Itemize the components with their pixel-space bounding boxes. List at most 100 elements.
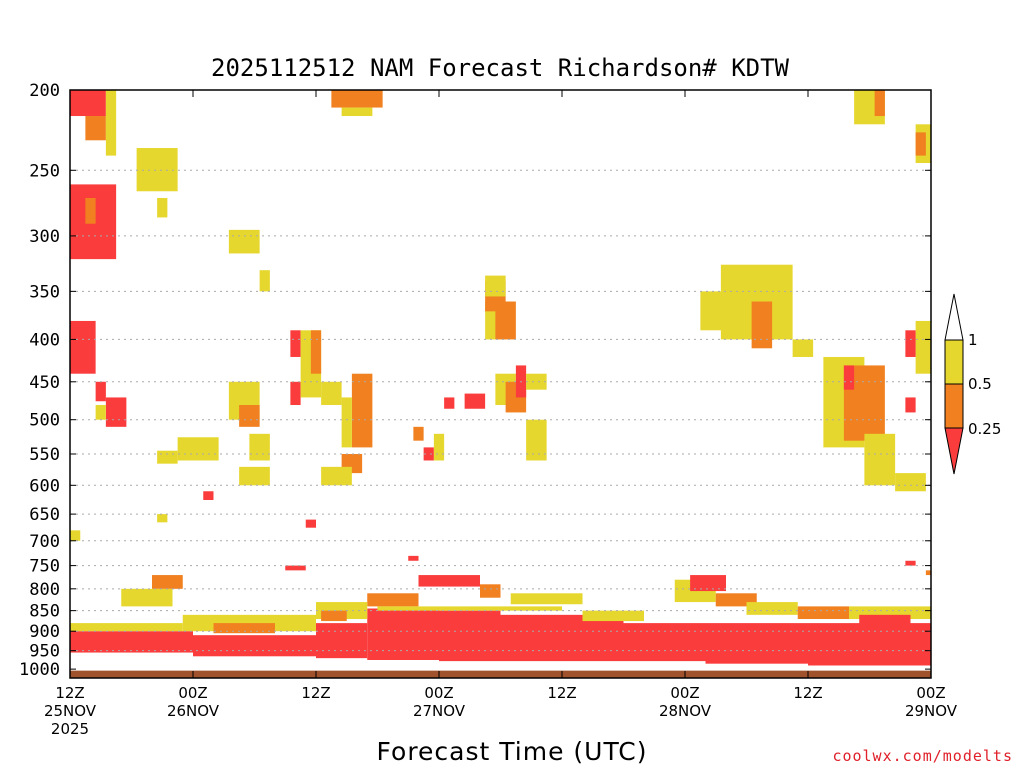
ri-cell-90 <box>121 588 173 607</box>
ri-cell-6 <box>157 197 168 218</box>
x-tick-label-7-1: 29NOV <box>905 702 958 720</box>
plot-frame <box>69 89 932 679</box>
y-tick-label-750: 750 <box>29 557 60 577</box>
ri-cell-47 <box>792 339 814 357</box>
ri-cell-53 <box>874 90 885 117</box>
x-tick-label-0-1: 25NOV <box>44 702 97 720</box>
ri-cell-8 <box>95 381 106 402</box>
ri-cell-66 <box>285 565 306 571</box>
ri-cell-59 <box>895 473 926 492</box>
y-tick-label-550: 550 <box>29 445 60 465</box>
ri-cell-43 <box>485 275 506 297</box>
ri-cell-22 <box>310 330 322 374</box>
x-tick-label-1-0: 00Z <box>178 684 207 702</box>
ri-cell-72 <box>439 610 501 662</box>
ri-cell-74 <box>623 623 706 662</box>
ri-cell-68 <box>70 631 193 653</box>
ri-cell-70 <box>316 623 368 659</box>
chart-title: 2025112512 NAM Forecast Richardson# KDTW <box>211 54 790 82</box>
x-tick-label-1-1: 26NOV <box>167 702 220 720</box>
ri-cell-78 <box>480 584 501 598</box>
y-tick-label-650: 650 <box>29 505 60 525</box>
ri-cell-28 <box>331 90 383 108</box>
y-tick-label-900: 900 <box>29 622 60 642</box>
ri-cell-86 <box>797 606 849 620</box>
ri-cell-60 <box>925 570 931 576</box>
ri-cell-80 <box>377 606 562 611</box>
ri-cell-5 <box>136 148 178 192</box>
ri-cell-1 <box>85 116 106 141</box>
ri-cell-4 <box>85 197 96 224</box>
ri-cell-79 <box>367 593 419 607</box>
ri-cell-77 <box>418 575 480 587</box>
ri-cell-30 <box>444 397 455 409</box>
ri-cell-91 <box>152 575 183 589</box>
ri-cell-34 <box>433 433 445 461</box>
y-tick-label-400: 400 <box>29 330 60 350</box>
ri-cell-76 <box>808 623 931 666</box>
pressure-gridlines <box>70 169 931 652</box>
ri-cell-57 <box>905 330 916 357</box>
ri-cell-95 <box>321 610 347 622</box>
y-tick-label-200: 200 <box>29 81 60 101</box>
ri-cell-61 <box>905 560 916 566</box>
y-tick-label-950: 950 <box>29 642 60 662</box>
ri-cell-55 <box>915 132 926 156</box>
ri-cell-65 <box>305 519 316 528</box>
x-tick-label-3-1: 27NOV <box>413 702 466 720</box>
ri-cell-83 <box>690 575 726 592</box>
ri-cell-73 <box>500 614 624 662</box>
colorbar-orange <box>944 383 964 429</box>
x-tick-label-2-0: 12Z <box>301 684 330 702</box>
colorbar-label-0: 1 <box>968 331 978 349</box>
richardson-cells <box>70 90 931 666</box>
ri-cell-71 <box>367 608 439 661</box>
credit-link[interactable]: coolwx.com/modelts <box>832 747 1013 765</box>
x-tick-label-0-0: 12Z <box>55 684 84 702</box>
x-axis-title: Forecast Time (UTC) <box>377 737 648 766</box>
ri-cell-41 <box>526 419 547 461</box>
colorbar-label-2: 0.25 <box>968 420 1001 438</box>
ri-cell-2 <box>105 90 117 156</box>
ri-cell-19 <box>290 330 301 357</box>
ground-layer <box>70 669 931 678</box>
ri-cell-14 <box>239 405 260 427</box>
ri-cell-18 <box>259 270 270 292</box>
ri-cell-67 <box>408 555 419 561</box>
x-tick-label-4-0: 12Z <box>547 684 576 702</box>
y-tick-label-500: 500 <box>29 411 60 431</box>
y-tick-label-700: 700 <box>29 532 60 552</box>
ri-cell-81 <box>510 593 583 605</box>
y-axis: 200 250 300 350 400 450 500 550 600 650 700 750 8008… <box>19 81 931 680</box>
y-tick-label-450: 450 <box>29 373 60 393</box>
ri-cell-9 <box>105 397 127 427</box>
y-tick-label-350: 350 <box>29 282 60 302</box>
x-tick-label-7-0: 00Z <box>916 684 945 702</box>
ri-cell-10 <box>95 405 106 420</box>
ri-cell-51 <box>864 433 896 486</box>
ri-cell-93 <box>213 623 275 634</box>
ri-cell-16 <box>239 466 270 486</box>
ri-cell-85 <box>746 602 798 615</box>
ri-cell-69 <box>193 635 316 657</box>
ri-cell-12 <box>157 450 178 464</box>
ri-cell-29 <box>341 107 373 117</box>
x-tick-label-5-1: 28NOV <box>659 702 712 720</box>
colorbar: 1 0.5 0.25 <box>944 293 1001 475</box>
ri-cell-89 <box>70 623 183 632</box>
y-tick-label-1000: 1000 <box>19 660 60 680</box>
ri-cell-50 <box>843 365 855 390</box>
x-tick-label-3-0: 00Z <box>424 684 453 702</box>
ri-cell-32 <box>413 426 424 441</box>
y-tick-label-250: 250 <box>29 161 60 181</box>
x-tick-label-0-2: 2025 <box>51 720 89 738</box>
ri-cell-46 <box>751 301 773 349</box>
ri-cell-17 <box>228 229 260 254</box>
y-tick-label-800: 800 <box>29 580 60 600</box>
ri-cell-25 <box>341 397 352 448</box>
colorbar-yellow <box>944 339 964 385</box>
ri-cell-58 <box>905 397 916 413</box>
ri-cell-31 <box>464 393 486 409</box>
